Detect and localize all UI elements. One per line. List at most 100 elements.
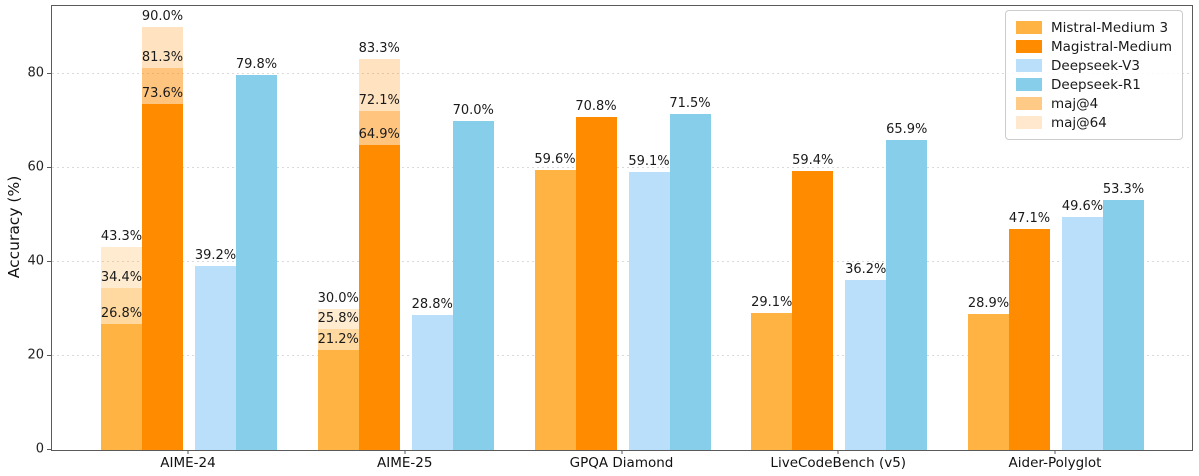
bar-value-label: 21.2% xyxy=(317,332,359,348)
legend-item-maj@64: maj@64 xyxy=(1016,113,1172,132)
bar-Mistral-Medium 3-AIME-24 xyxy=(101,324,142,450)
bar-maj64-Magistral-Medium-AIME-25 xyxy=(358,58,400,112)
bar-value-label: 79.8% xyxy=(235,57,278,73)
gridline-40 xyxy=(52,261,1192,263)
bar-Mistral-Medium 3-GPQA Diamond xyxy=(534,169,576,450)
bar-Mistral-Medium 3-AIME-25 xyxy=(317,350,359,450)
y-tick-mark xyxy=(47,448,51,450)
bar-value-label: 29.1% xyxy=(751,295,793,311)
legend-swatch xyxy=(1016,40,1042,53)
bar-Mistral-Medium 3-Aider-Polyglot xyxy=(968,314,1009,450)
legend-label: Deepseek-V3 xyxy=(1051,57,1140,74)
bar-value-label: 53.3% xyxy=(1102,181,1145,197)
legend-item-Mistral-Medium 3: Mistral-Medium 3 xyxy=(1016,18,1172,37)
bar-Deepseek-R1-GPQA Diamond xyxy=(669,114,711,450)
bar-value-label: 81.3% xyxy=(141,50,184,66)
x-tick-label-1: AIME-24 xyxy=(160,455,216,471)
bar-Magistral-Medium-Aider-Polyglot xyxy=(1009,228,1050,450)
legend-label: Mistral-Medium 3 xyxy=(1051,19,1169,36)
bar-Deepseek-R1-AIME-25 xyxy=(452,121,494,450)
x-tick-mark xyxy=(837,450,839,454)
bar-value-label: 72.1% xyxy=(358,93,400,109)
bar-maj64-Mistral-Medium 3-AIME-24 xyxy=(101,246,142,289)
bar-value-label: 59.6% xyxy=(534,151,576,167)
x-tick-label-3: GPQA Diamond xyxy=(569,455,674,471)
legend-item-Magistral-Medium: Magistral-Medium xyxy=(1016,37,1172,56)
bar-Mistral-Medium 3-LiveCodeBench (v5) xyxy=(751,313,793,450)
bar-Deepseek-V3-GPQA Diamond xyxy=(628,172,670,450)
legend-label: Deepseek-R1 xyxy=(1051,76,1141,93)
bar-value-label: 26.8% xyxy=(100,306,143,322)
bar-maj64-Mistral-Medium 3-AIME-25 xyxy=(317,309,359,329)
x-tick-mark xyxy=(187,450,189,454)
legend-swatch xyxy=(1016,116,1042,129)
y-tick-label: 60 xyxy=(27,159,44,175)
legend-label: maj@4 xyxy=(1051,95,1099,112)
x-tick-mark xyxy=(621,450,622,454)
bar-maj4-Mistral-Medium 3-AIME-25 xyxy=(317,328,359,351)
bar-value-label: 36.2% xyxy=(845,261,887,277)
bar-value-label: 71.5% xyxy=(669,96,711,112)
bar-value-label: 49.6% xyxy=(1061,198,1104,214)
legend-swatch xyxy=(1016,59,1042,72)
bar-Deepseek-V3-Aider-Polyglot xyxy=(1062,216,1103,450)
bar-maj4-Mistral-Medium 3-AIME-24 xyxy=(101,288,142,325)
bar-value-label: 83.3% xyxy=(358,40,400,56)
legend-swatch xyxy=(1016,97,1042,110)
bar-value-label: 73.6% xyxy=(141,86,184,102)
x-tick-label-4: LiveCodeBench (v5) xyxy=(770,455,907,471)
y-tick-label: 0 xyxy=(35,441,44,457)
legend-label: Magistral-Medium xyxy=(1051,38,1172,55)
gridline-60 xyxy=(52,167,1192,169)
x-tick-mark xyxy=(404,450,406,454)
bar-maj4-Magistral-Medium-AIME-24 xyxy=(142,68,183,105)
bar-value-label: 30.0% xyxy=(317,291,359,307)
gridline-20 xyxy=(52,355,1192,357)
bar-value-label: 70.0% xyxy=(452,103,494,119)
bar-Deepseek-V3-AIME-25 xyxy=(411,314,453,450)
bar-value-label: 70.8% xyxy=(575,99,617,115)
bar-maj64-Magistral-Medium-AIME-24 xyxy=(142,27,183,69)
bar-Deepseek-V3-AIME-24 xyxy=(195,265,236,450)
legend-item-Deepseek-V3: Deepseek-V3 xyxy=(1016,56,1172,75)
bar-value-label: 25.8% xyxy=(317,310,359,326)
bar-Magistral-Medium-AIME-25 xyxy=(358,145,400,450)
bar-value-label: 43.3% xyxy=(100,228,143,244)
bar-value-label: 47.1% xyxy=(1008,210,1051,226)
bar-value-label: 34.4% xyxy=(100,270,143,286)
gridline-80 xyxy=(52,73,1192,75)
bar-value-label: 39.2% xyxy=(194,247,237,263)
y-tick-mark xyxy=(47,260,51,262)
bar-Deepseek-R1-AIME-24 xyxy=(236,75,277,450)
bar-Deepseek-R1-Aider-Polyglot xyxy=(1103,199,1144,450)
plot-area: 26.8% 34.4% 43.3% 73.6% 81.3% 90.0% 39.2% 79.8%… xyxy=(51,5,1193,451)
legend-item-maj@4: maj@4 xyxy=(1016,94,1172,113)
bar-Magistral-Medium-LiveCodeBench (v5) xyxy=(792,170,834,450)
legend-swatch xyxy=(1016,21,1042,34)
y-tick-label: 20 xyxy=(27,347,44,363)
bar-value-label: 64.9% xyxy=(358,127,400,143)
legend: Mistral-Medium 3 Magistral-Medium Deepseek… xyxy=(1005,10,1183,140)
y-tick-label: 80 xyxy=(27,65,44,81)
bar-value-label: 65.9% xyxy=(886,122,928,138)
bar-value-label: 59.1% xyxy=(628,154,670,170)
bar-Magistral-Medium-AIME-24 xyxy=(142,104,183,450)
bar-Magistral-Medium-GPQA Diamond xyxy=(575,117,617,450)
y-tick-mark xyxy=(47,72,51,74)
y-tick-label: 40 xyxy=(27,253,44,269)
x-tick-label-5: Aider-Polyglot xyxy=(1008,455,1102,471)
legend-swatch xyxy=(1016,78,1042,91)
legend-label: maj@64 xyxy=(1051,114,1107,131)
x-tick-mark xyxy=(1054,450,1056,454)
bar-value-label: 90.0% xyxy=(141,9,184,25)
legend-item-Deepseek-R1: Deepseek-R1 xyxy=(1016,75,1172,94)
bar-value-label: 59.4% xyxy=(792,152,834,168)
bar-Deepseek-R1-LiveCodeBench (v5) xyxy=(886,140,928,450)
bar-value-label: 28.8% xyxy=(411,296,453,312)
bar-Deepseek-V3-LiveCodeBench (v5) xyxy=(845,279,887,450)
y-tick-mark xyxy=(47,354,51,356)
x-tick-label-2: AIME-25 xyxy=(377,455,433,471)
y-tick-mark xyxy=(47,166,51,168)
bar-maj4-Magistral-Medium-AIME-25 xyxy=(358,111,400,146)
